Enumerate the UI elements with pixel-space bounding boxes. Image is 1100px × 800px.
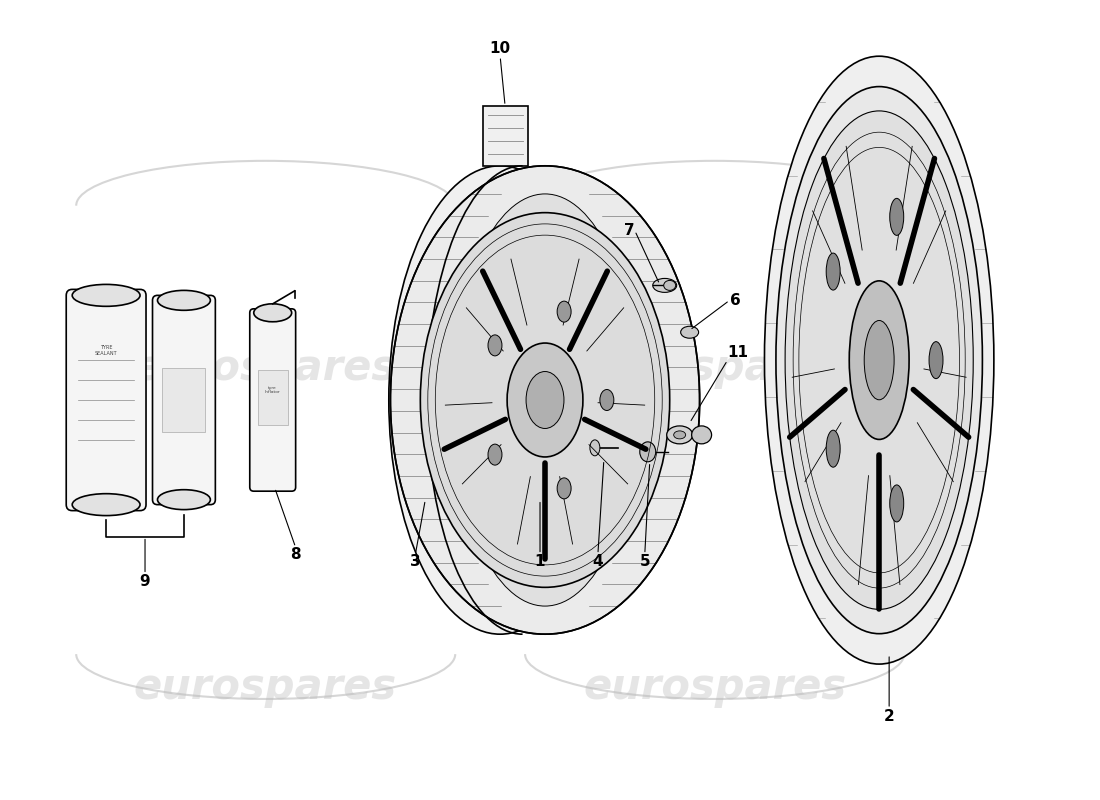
Ellipse shape (673, 431, 685, 439)
Ellipse shape (388, 166, 612, 634)
Text: eurospares: eurospares (133, 347, 396, 389)
Ellipse shape (488, 335, 502, 356)
Text: eurospares: eurospares (133, 666, 396, 708)
Ellipse shape (157, 290, 210, 310)
Text: 7: 7 (624, 223, 635, 238)
Text: 9: 9 (140, 574, 151, 590)
Text: tyre
Inflator: tyre Inflator (265, 386, 280, 394)
Ellipse shape (652, 278, 676, 292)
Ellipse shape (776, 86, 982, 634)
Text: 8: 8 (290, 547, 301, 562)
Ellipse shape (420, 213, 670, 587)
Ellipse shape (849, 281, 909, 439)
Text: TYRE
SEALANT: TYRE SEALANT (95, 345, 118, 355)
Text: 5: 5 (639, 554, 650, 570)
Ellipse shape (73, 494, 140, 515)
Ellipse shape (600, 390, 614, 410)
Ellipse shape (826, 430, 840, 467)
Ellipse shape (507, 343, 583, 457)
Text: 11: 11 (727, 345, 749, 360)
Ellipse shape (390, 166, 700, 634)
Text: 6: 6 (729, 293, 740, 308)
Ellipse shape (526, 371, 564, 429)
Ellipse shape (764, 56, 994, 664)
Ellipse shape (73, 285, 140, 306)
Ellipse shape (890, 485, 904, 522)
Ellipse shape (590, 440, 600, 456)
Ellipse shape (785, 111, 974, 610)
Text: 10: 10 (490, 41, 510, 56)
Text: eurospares: eurospares (583, 347, 846, 389)
Ellipse shape (157, 490, 210, 510)
Ellipse shape (663, 281, 675, 290)
Ellipse shape (640, 442, 656, 462)
FancyBboxPatch shape (66, 290, 146, 510)
Ellipse shape (488, 444, 502, 465)
FancyBboxPatch shape (250, 309, 296, 491)
Text: 4: 4 (593, 554, 603, 570)
Ellipse shape (667, 426, 693, 444)
Text: 2: 2 (883, 709, 894, 724)
Bar (163, 368, 206, 432)
Ellipse shape (557, 301, 571, 322)
Ellipse shape (890, 198, 904, 235)
Ellipse shape (681, 326, 698, 338)
FancyBboxPatch shape (153, 295, 216, 505)
Ellipse shape (865, 321, 894, 400)
Ellipse shape (254, 304, 292, 322)
Ellipse shape (692, 426, 712, 444)
Text: 1: 1 (535, 554, 546, 570)
Ellipse shape (557, 478, 571, 499)
Ellipse shape (826, 253, 840, 290)
Ellipse shape (930, 342, 943, 378)
Text: eurospares: eurospares (583, 666, 846, 708)
Bar (483, 106, 528, 166)
Ellipse shape (452, 194, 638, 606)
Text: 3: 3 (410, 554, 420, 570)
Bar (257, 370, 288, 425)
